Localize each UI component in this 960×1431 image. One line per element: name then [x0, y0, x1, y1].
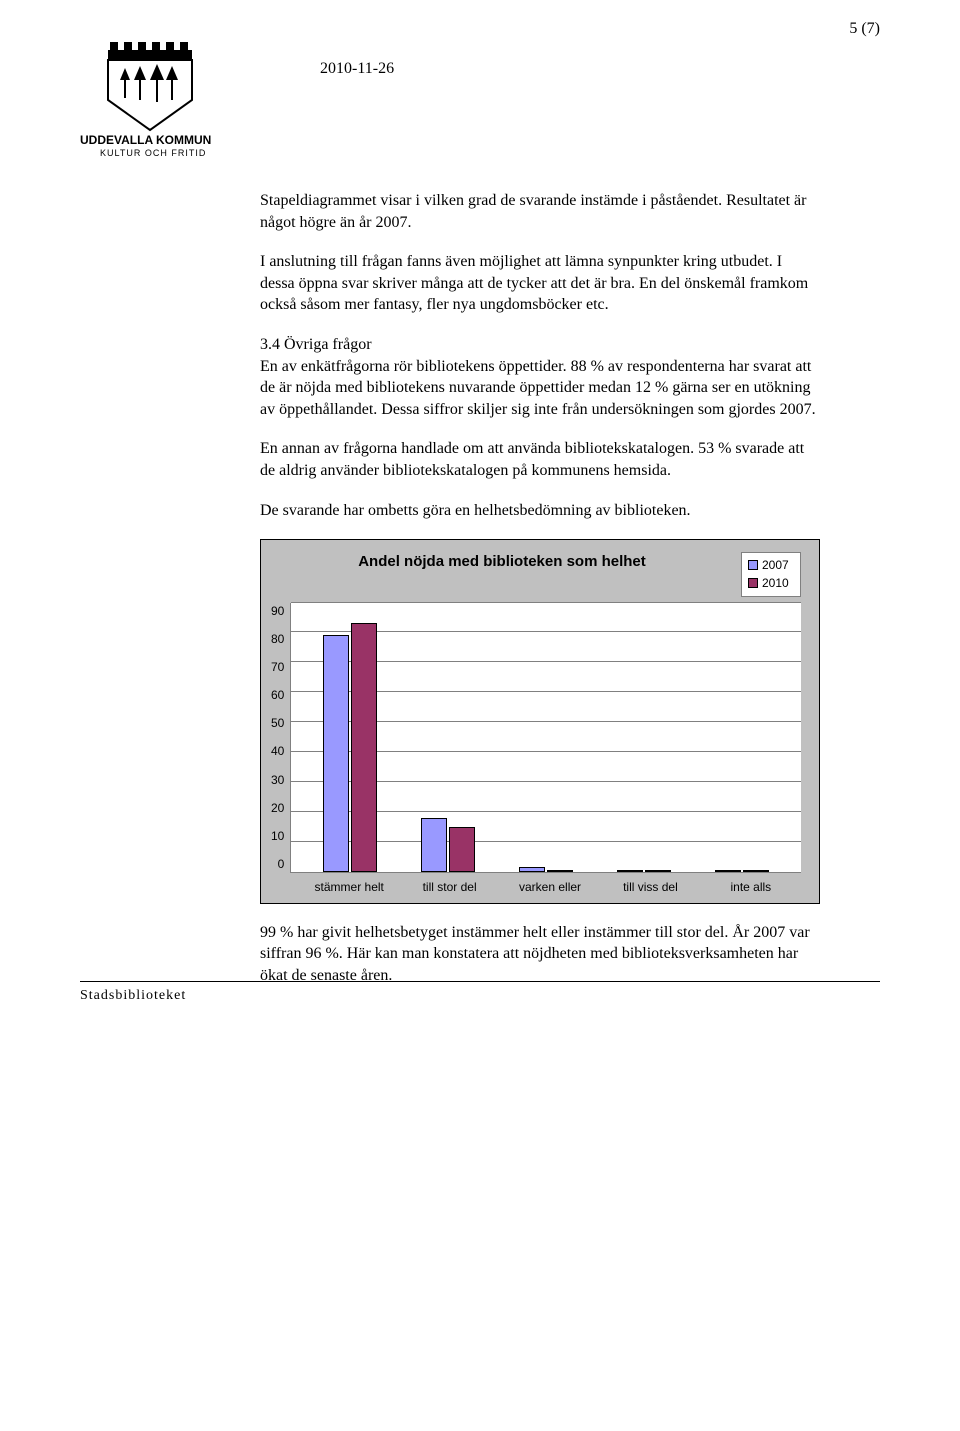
bar-group — [497, 603, 595, 872]
legend-item: 2010 — [748, 575, 794, 591]
bar-group — [693, 603, 791, 872]
y-tick-label: 40 — [271, 743, 284, 759]
main-content: Stapeldiagrammet visar i vilken grad de … — [260, 190, 820, 986]
x-axis: stämmer helttill stor delvarken ellertil… — [299, 879, 801, 895]
y-tick-label: 10 — [271, 828, 284, 844]
y-tick-label: 70 — [271, 659, 284, 675]
chart-title: Andel nöjda med biblioteken som helhet — [271, 552, 733, 572]
x-tick-label: varken eller — [500, 879, 600, 895]
page-number: 5 (7) — [849, 20, 880, 38]
bar — [351, 623, 377, 871]
logo: UDDEVALLA KOMMUN KULTUR OCH FRITID — [80, 40, 280, 160]
bar — [617, 870, 643, 872]
legend-label: 2007 — [762, 557, 789, 573]
bar-chart: Andel nöjda med biblioteken som helhet 2… — [260, 539, 820, 904]
bar — [645, 870, 671, 872]
bar — [715, 870, 741, 872]
document-date: 2010-11-26 — [320, 40, 394, 78]
y-tick-label: 60 — [271, 687, 284, 703]
y-axis: 90 80 70 60 50 40 30 20 10 0 — [271, 603, 290, 873]
paragraph: I anslutning till frågan fanns även möjl… — [260, 251, 820, 316]
bar-group — [301, 603, 399, 872]
x-tick-label: stämmer helt — [299, 879, 399, 895]
bar — [519, 867, 545, 871]
bar — [421, 818, 447, 872]
paragraph: En annan av frågorna handlade om att anv… — [260, 438, 820, 481]
y-tick-label: 50 — [271, 715, 284, 731]
legend-label: 2010 — [762, 575, 789, 591]
chart-legend: 2007 2010 — [741, 552, 801, 596]
paragraph: 99 % har givit helhetsbetyget instämmer … — [260, 922, 820, 987]
paragraph: De svarande har ombetts göra en helhetsb… — [260, 500, 820, 522]
x-tick-label: till viss del — [600, 879, 700, 895]
paragraph: 3.4 Övriga frågor En av enkätfrågorna rö… — [260, 334, 820, 420]
x-tick-label: inte alls — [701, 879, 801, 895]
logo-org-text: UDDEVALLA KOMMUN — [80, 133, 211, 147]
bar — [547, 870, 573, 872]
bar — [743, 870, 769, 872]
plot-area — [290, 603, 801, 873]
y-tick-label: 30 — [271, 772, 284, 788]
y-tick-label: 20 — [271, 800, 284, 816]
bar — [323, 635, 349, 871]
footer-text: Stadsbiblioteket — [80, 981, 880, 1004]
paragraph: Stapeldiagrammet visar i vilken grad de … — [260, 190, 820, 233]
y-tick-label: 0 — [271, 856, 284, 872]
bar-group — [399, 603, 497, 872]
x-tick-label: till stor del — [399, 879, 499, 895]
legend-swatch-icon — [748, 578, 758, 588]
legend-item: 2007 — [748, 557, 794, 573]
bar-group — [595, 603, 693, 872]
header-row: UDDEVALLA KOMMUN KULTUR OCH FRITID 2010-… — [80, 40, 880, 160]
page: 5 (7) — [0, 0, 960, 1044]
y-tick-label: 80 — [271, 631, 284, 647]
legend-swatch-icon — [748, 560, 758, 570]
bar — [449, 827, 475, 872]
logo-dept-text: KULTUR OCH FRITID — [100, 148, 206, 158]
y-tick-label: 90 — [271, 603, 284, 619]
municipality-crest-icon: UDDEVALLA KOMMUN KULTUR OCH FRITID — [80, 40, 240, 160]
